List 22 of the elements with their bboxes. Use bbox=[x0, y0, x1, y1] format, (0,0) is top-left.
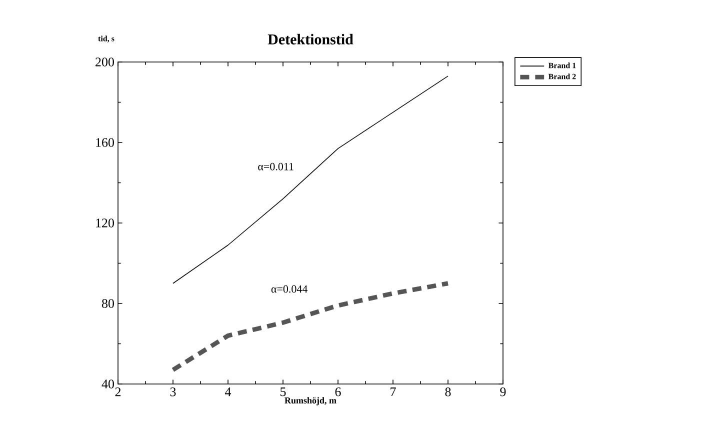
y-tick-label: 40 bbox=[102, 380, 114, 388]
chart-title: Detektionstid bbox=[268, 34, 354, 44]
annotation: α=0.011 bbox=[258, 162, 294, 170]
x-tick-label: 8 bbox=[445, 388, 451, 396]
x-tick-label: 3 bbox=[170, 388, 176, 396]
legend-label: Brand 1 bbox=[548, 62, 576, 68]
x-tick-label: 5 bbox=[280, 388, 286, 396]
legend-label: Brand 2 bbox=[548, 74, 576, 80]
x-tick-label: 2 bbox=[115, 388, 121, 396]
x-axis-title: Rumshöjd, m bbox=[284, 397, 336, 406]
y-tick-label: 80 bbox=[102, 299, 114, 308]
line-series bbox=[170, 281, 450, 372]
y-tick-label: 200 bbox=[96, 58, 114, 66]
y-axis-title: tid, s bbox=[98, 36, 114, 42]
y-tick-label: 120 bbox=[96, 218, 114, 228]
annotation: α=0.044 bbox=[271, 285, 308, 293]
x-tick-label: 9 bbox=[500, 388, 506, 396]
line-series bbox=[172, 76, 448, 284]
x-tick-label: 7 bbox=[390, 388, 396, 396]
y-tick-label: 160 bbox=[96, 138, 114, 147]
x-tick-label: 6 bbox=[335, 388, 341, 396]
x-tick-label: 4 bbox=[225, 388, 232, 396]
